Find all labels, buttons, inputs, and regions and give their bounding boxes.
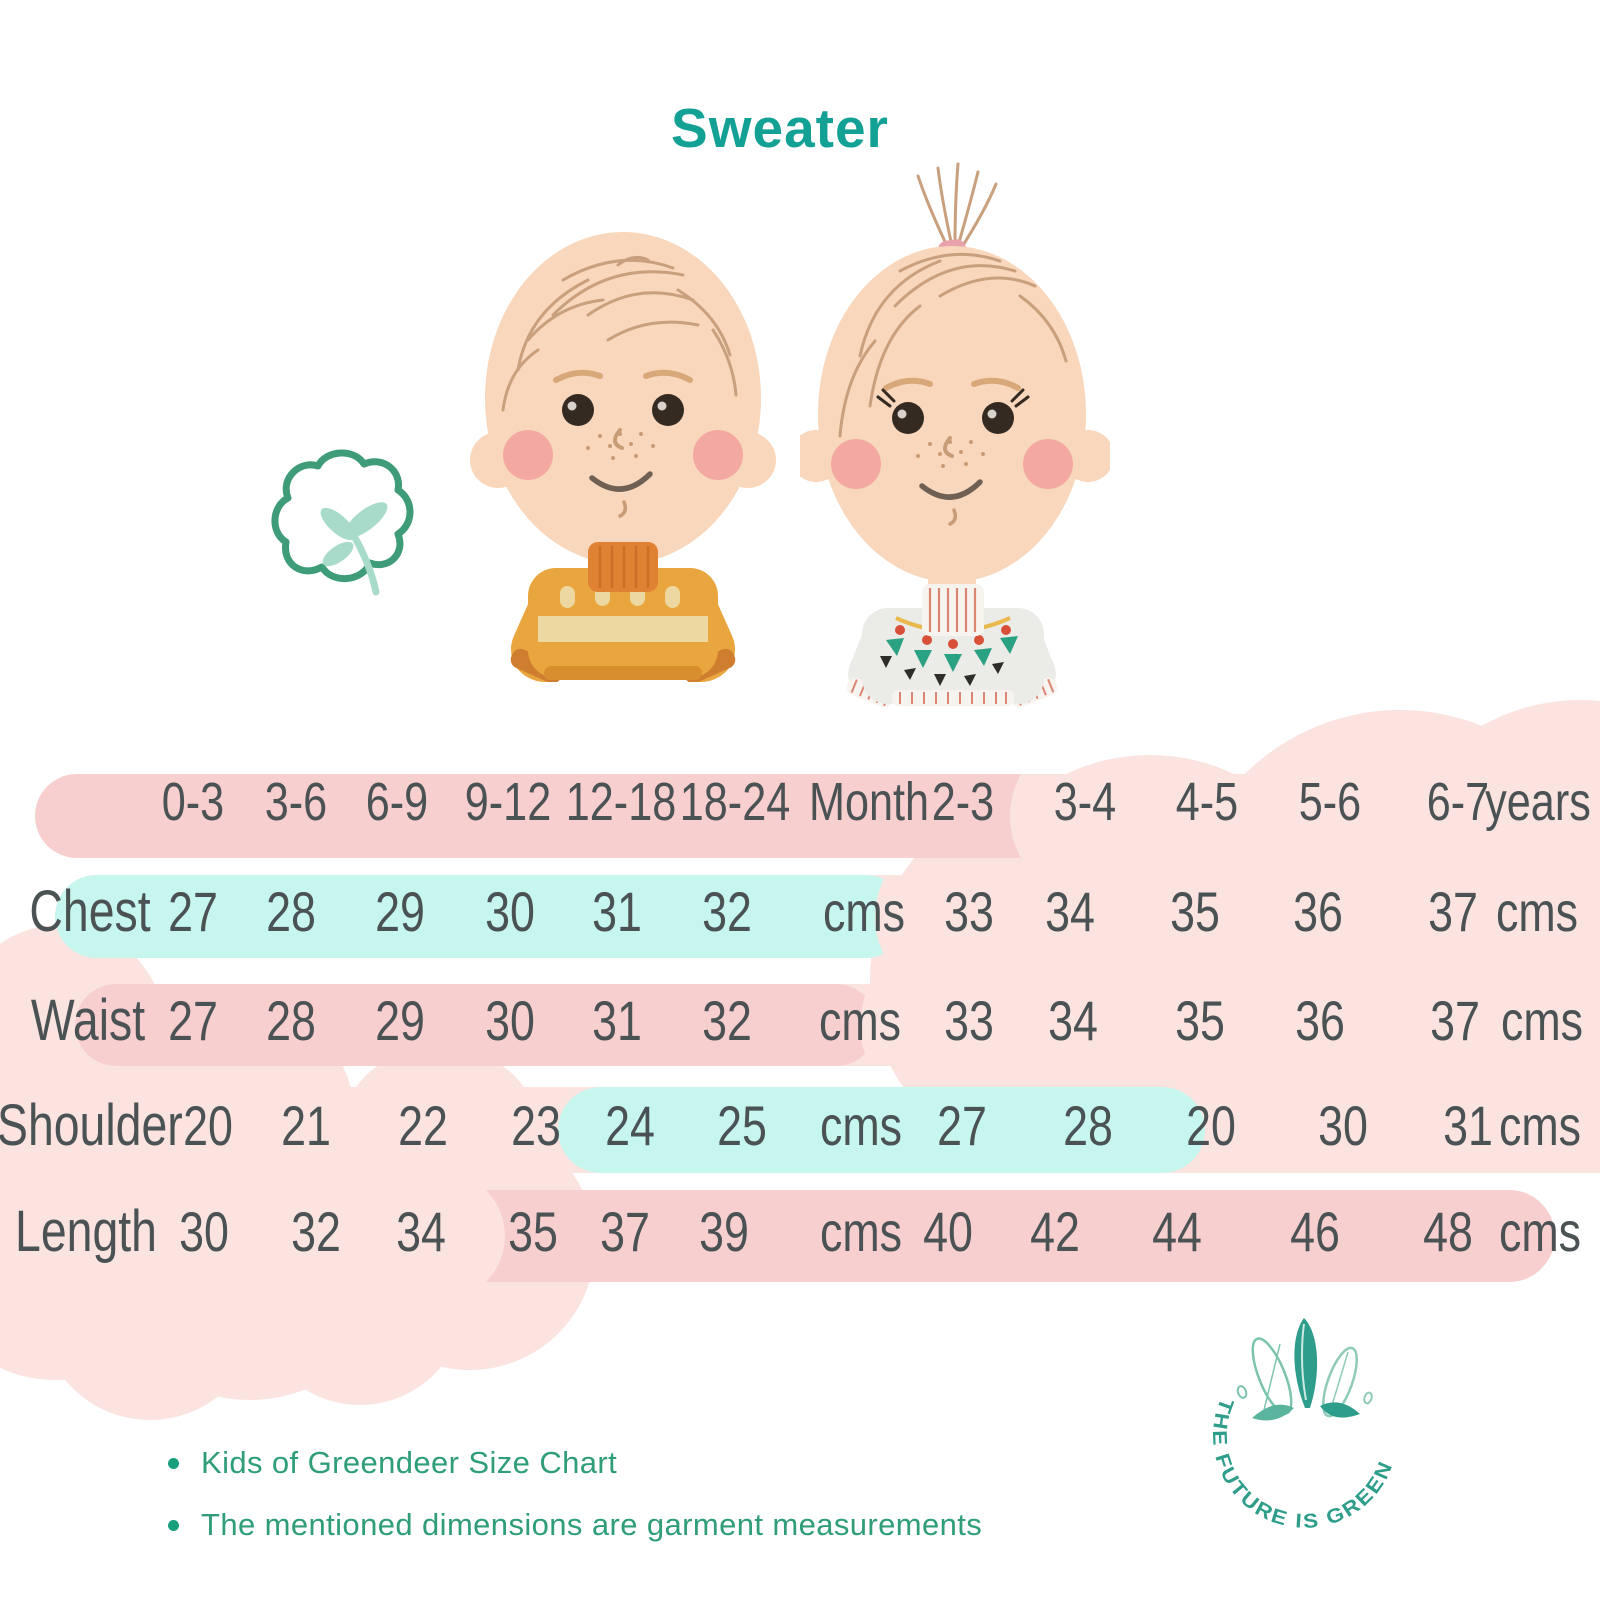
size-value-cell: cms: [1500, 989, 1584, 1052]
row-label-length: Length: [15, 1199, 157, 1264]
size-value-cell: 37: [600, 1200, 650, 1263]
size-value-cell: 34: [1048, 989, 1098, 1052]
footer-note-text: The mentioned dimensions are garment mea…: [201, 1507, 983, 1542]
size-value-cell: 37: [1430, 989, 1480, 1052]
girl-illustration: [800, 162, 1110, 708]
size-value-cell: 35: [1175, 989, 1225, 1052]
length-row-band: [0, 1190, 1555, 1282]
size-value-cell: 39: [699, 1200, 749, 1263]
size-value-cell: 32: [702, 989, 752, 1052]
age-column-header: 0-3: [161, 772, 225, 832]
age-column-header: Month: [808, 772, 930, 832]
age-column-header: 3-6: [264, 772, 328, 832]
age-column-header: 5-6: [1298, 772, 1362, 832]
age-column-header: 6-7: [1426, 772, 1490, 832]
row-label-shoulder: Shoulder: [0, 1093, 183, 1158]
size-value-cell: 24: [605, 1094, 655, 1157]
chest-row-band: [55, 875, 1600, 958]
row-label-chest: Chest: [29, 879, 151, 944]
size-value-cell: cms: [818, 989, 902, 1052]
size-value-cell: cms: [822, 880, 906, 943]
size-value-cell: 27: [937, 1094, 987, 1157]
footer-note-text: Kids of Greendeer Size Chart: [201, 1445, 618, 1480]
size-value-cell: 28: [266, 880, 316, 943]
size-value-cell: 28: [266, 989, 316, 1052]
shoulder-row-band: [0, 1087, 1600, 1173]
size-value-cell: 30: [485, 989, 535, 1052]
size-value-cell: cms: [819, 1094, 903, 1157]
footer-note-row: The mentioned dimensions are garment mea…: [168, 1494, 982, 1556]
cotton-flower-icon: [271, 449, 414, 596]
footer-note-row: Kids of Greendeer Size Chart: [168, 1432, 982, 1494]
age-column-header: 9-12: [464, 772, 552, 832]
age-column-header: 2-3: [931, 772, 995, 832]
size-value-cell: 44: [1152, 1200, 1202, 1263]
size-value-cell: 34: [1045, 880, 1095, 943]
boy-illustration: [470, 232, 776, 682]
row-label-waist: Waist: [30, 988, 146, 1053]
age-column-header: 18-24: [679, 772, 791, 832]
size-value-cell: 31: [592, 989, 642, 1052]
size-value-cell: 30: [1318, 1094, 1368, 1157]
size-value-cell: 21: [281, 1094, 331, 1157]
size-value-cell: 27: [168, 989, 218, 1052]
header-row-band: [35, 774, 1600, 858]
size-value-cell: 36: [1295, 989, 1345, 1052]
size-value-cell: 46: [1290, 1200, 1340, 1263]
size-value-cell: 27: [168, 880, 218, 943]
bullet-icon: [168, 1457, 179, 1469]
size-value-cell: 20: [183, 1094, 233, 1157]
size-value-cell: 31: [1443, 1094, 1493, 1157]
bullet-icon: [168, 1519, 179, 1531]
size-value-cell: 48: [1423, 1200, 1473, 1263]
size-value-cell: 36: [1293, 880, 1343, 943]
size-value-cell: 33: [944, 989, 994, 1052]
leaf-icon: [1322, 1346, 1358, 1418]
size-value-cell: 30: [485, 880, 535, 943]
size-value-cell: cms: [1498, 1094, 1582, 1157]
size-value-cell: 31: [592, 880, 642, 943]
age-column-header: years: [1485, 772, 1591, 832]
leaf-icon: [1294, 1318, 1318, 1408]
size-value-cell: 35: [508, 1200, 558, 1263]
size-value-cell: 32: [702, 880, 752, 943]
age-column-header: 4-5: [1175, 772, 1239, 832]
size-value-cell: 29: [375, 989, 425, 1052]
size-value-cell: 25: [717, 1094, 767, 1157]
waist-row-band: [75, 984, 1600, 1066]
age-column-header: 6-9: [365, 772, 429, 832]
size-value-cell: 28: [1063, 1094, 1113, 1157]
page-title: Sweater: [671, 97, 889, 159]
age-column-header: 3-4: [1053, 772, 1117, 832]
size-value-cell: cms: [1495, 880, 1579, 943]
brand-logo: THE FUTURE IS GREEN: [1208, 1318, 1396, 1533]
size-value-cell: 35: [1170, 880, 1220, 943]
leaf-icon: [1252, 1404, 1294, 1421]
size-value-cell: cms: [1498, 1200, 1582, 1263]
size-value-cell: 40: [923, 1200, 973, 1263]
size-value-cell: 20: [1186, 1094, 1236, 1157]
size-value-cell: 32: [291, 1200, 341, 1263]
size-value-cell: 29: [375, 880, 425, 943]
size-value-cell: 33: [944, 880, 994, 943]
size-value-cell: 22: [398, 1094, 448, 1157]
size-value-cell: 37: [1428, 880, 1478, 943]
leaf-icon: [1320, 1402, 1360, 1418]
size-value-cell: 42: [1030, 1200, 1080, 1263]
size-value-cell: 30: [179, 1200, 229, 1263]
size-value-cell: 23: [511, 1094, 561, 1157]
footer-notes: Kids of Greendeer Size Chart The mention…: [168, 1432, 982, 1556]
age-column-header: 12-18: [565, 772, 677, 832]
size-value-cell: cms: [819, 1200, 903, 1263]
size-value-cell: 34: [396, 1200, 446, 1263]
